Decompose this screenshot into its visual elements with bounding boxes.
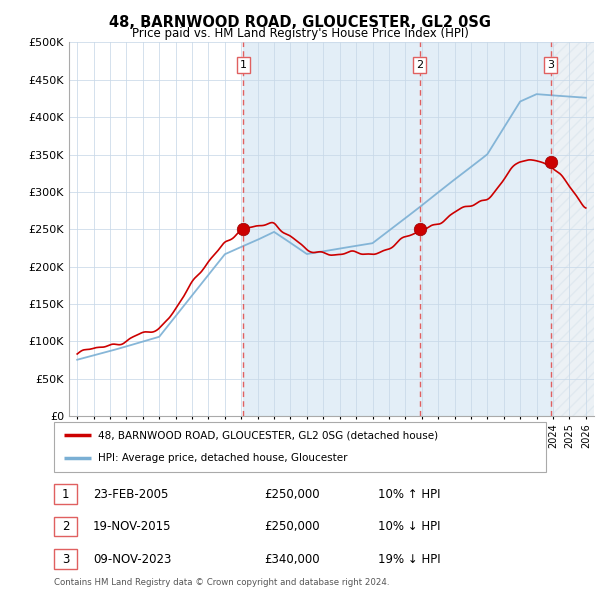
Text: HPI: Average price, detached house, Gloucester: HPI: Average price, detached house, Glou… <box>98 454 348 464</box>
Text: 23-FEB-2005: 23-FEB-2005 <box>93 487 169 501</box>
Bar <box>551 42 600 416</box>
Text: 10% ↑ HPI: 10% ↑ HPI <box>378 487 440 501</box>
Text: 48, BARNWOOD ROAD, GLOUCESTER, GL2 0SG: 48, BARNWOOD ROAD, GLOUCESTER, GL2 0SG <box>109 15 491 30</box>
Text: £250,000: £250,000 <box>264 520 320 533</box>
Text: 2: 2 <box>62 520 69 533</box>
Text: £250,000: £250,000 <box>264 487 320 501</box>
Text: £340,000: £340,000 <box>264 552 320 566</box>
Text: 48, BARNWOOD ROAD, GLOUCESTER, GL2 0SG (detached house): 48, BARNWOOD ROAD, GLOUCESTER, GL2 0SG (… <box>98 430 439 440</box>
Text: 1: 1 <box>240 60 247 70</box>
Text: 3: 3 <box>547 60 554 70</box>
Bar <box>244 42 551 416</box>
Text: Contains HM Land Registry data © Crown copyright and database right 2024.: Contains HM Land Registry data © Crown c… <box>54 578 389 587</box>
Bar <box>551 42 600 416</box>
Text: 19-NOV-2015: 19-NOV-2015 <box>93 520 172 533</box>
Text: 10% ↓ HPI: 10% ↓ HPI <box>378 520 440 533</box>
Text: 3: 3 <box>62 552 69 566</box>
Text: 09-NOV-2023: 09-NOV-2023 <box>93 552 172 566</box>
Text: 1: 1 <box>62 487 69 501</box>
Text: 19% ↓ HPI: 19% ↓ HPI <box>378 552 440 566</box>
Text: Price paid vs. HM Land Registry's House Price Index (HPI): Price paid vs. HM Land Registry's House … <box>131 27 469 40</box>
Text: 2: 2 <box>416 60 424 70</box>
